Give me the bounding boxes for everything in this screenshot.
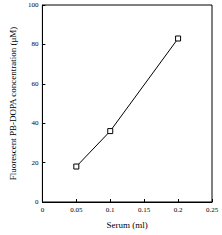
svg-text:0.1: 0.1 <box>106 206 115 214</box>
svg-text:80: 80 <box>31 40 39 48</box>
svg-text:100: 100 <box>28 1 39 9</box>
svg-text:0.15: 0.15 <box>138 206 151 214</box>
svg-text:0.05: 0.05 <box>70 206 83 214</box>
svg-text:20: 20 <box>31 159 39 167</box>
svg-text:Fluorescent PB-DOPA concentrat: Fluorescent PB-DOPA concentration (μM) <box>8 27 18 181</box>
svg-text:Serum (ml): Serum (ml) <box>107 220 148 230</box>
svg-text:0: 0 <box>41 206 45 214</box>
svg-text:0.25: 0.25 <box>206 206 219 214</box>
svg-text:40: 40 <box>31 119 39 127</box>
svg-text:0.2: 0.2 <box>174 206 183 214</box>
svg-text:60: 60 <box>31 80 39 88</box>
svg-text:0: 0 <box>35 198 39 206</box>
